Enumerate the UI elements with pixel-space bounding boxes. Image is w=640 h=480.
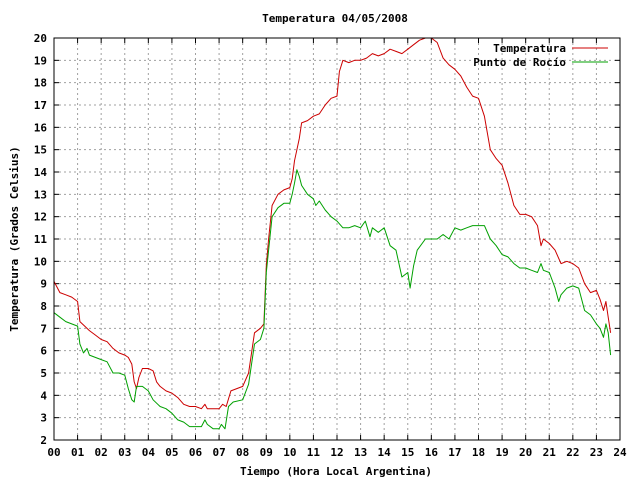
x-tick-label: 06 — [189, 446, 203, 459]
y-tick-label: 8 — [40, 300, 47, 313]
series-line-punto-de-rocio — [53, 169, 612, 430]
x-tick-label: 15 — [401, 446, 414, 459]
plot-frame — [53, 37, 621, 441]
y-tick-label: 20 — [34, 32, 47, 45]
y-tick-label: 12 — [34, 211, 47, 224]
x-tick-label: 16 — [425, 446, 439, 459]
x-tick-label: 09 — [260, 446, 273, 459]
y-tick-label: 17 — [34, 99, 47, 112]
y-tick-label: 10 — [34, 255, 47, 268]
legend-label: Temperatura — [493, 42, 566, 55]
x-axis: 00 01 02 03 04 05 06 07 08 09 10 11 12 13 14 15 16 17 18 19… — [47, 38, 627, 459]
x-tick-label: 17 — [448, 446, 461, 459]
x-tick-label: 08 — [236, 446, 249, 459]
y-tick-label: 3 — [40, 412, 47, 425]
x-tick-label: 02 — [95, 446, 108, 459]
y-axis-label: Temperatura (Grados Celsius) — [8, 146, 21, 331]
series-layer — [53, 37, 612, 430]
x-tick-label: 00 — [47, 446, 60, 459]
x-tick-label: 22 — [566, 446, 579, 459]
x-tick-label: 18 — [472, 446, 485, 459]
y-tick-label: 5 — [40, 367, 47, 380]
y-tick-label: 6 — [40, 345, 47, 358]
x-tick-label: 04 — [142, 446, 156, 459]
x-tick-label: 14 — [378, 446, 392, 459]
x-tick-label: 12 — [330, 446, 343, 459]
x-tick-label: 03 — [118, 446, 131, 459]
x-tick-label: 23 — [590, 446, 603, 459]
x-tick-label: 20 — [519, 446, 532, 459]
x-tick-label: 13 — [354, 446, 367, 459]
x-tick-label: 10 — [283, 446, 296, 459]
y-tick-label: 16 — [34, 121, 48, 134]
y-axis: 2 3 4 5 6 7 8 9 10 11 12 13 14 15 16 17 18 19 20 — [34, 32, 620, 447]
y-tick-label: 18 — [34, 77, 47, 90]
y-tick-label: 7 — [40, 322, 47, 335]
y-tick-label: 15 — [34, 144, 47, 157]
x-tick-label: 11 — [307, 446, 321, 459]
y-tick-label: 2 — [40, 434, 47, 447]
y-tick-label: 13 — [34, 188, 47, 201]
x-axis-label: Tiempo (Hora Local Argentina) — [240, 465, 432, 478]
x-tick-label: 07 — [212, 446, 225, 459]
x-tick-label: 05 — [165, 446, 178, 459]
x-tick-label: 19 — [495, 446, 508, 459]
x-tick-label: 21 — [543, 446, 557, 459]
grid — [54, 38, 620, 440]
legend-label: Punto de Rocío — [473, 56, 566, 69]
x-tick-label: 24 — [613, 446, 627, 459]
x-tick-label: 01 — [71, 446, 85, 459]
y-tick-label: 14 — [34, 166, 48, 179]
y-tick-label: 4 — [40, 389, 47, 402]
chart-title: Temperatura 04/05/2008 — [262, 12, 408, 25]
series-line-temperatura — [53, 37, 612, 410]
y-tick-label: 9 — [40, 278, 47, 291]
y-tick-label: 11 — [34, 233, 48, 246]
y-tick-label: 19 — [34, 54, 47, 67]
